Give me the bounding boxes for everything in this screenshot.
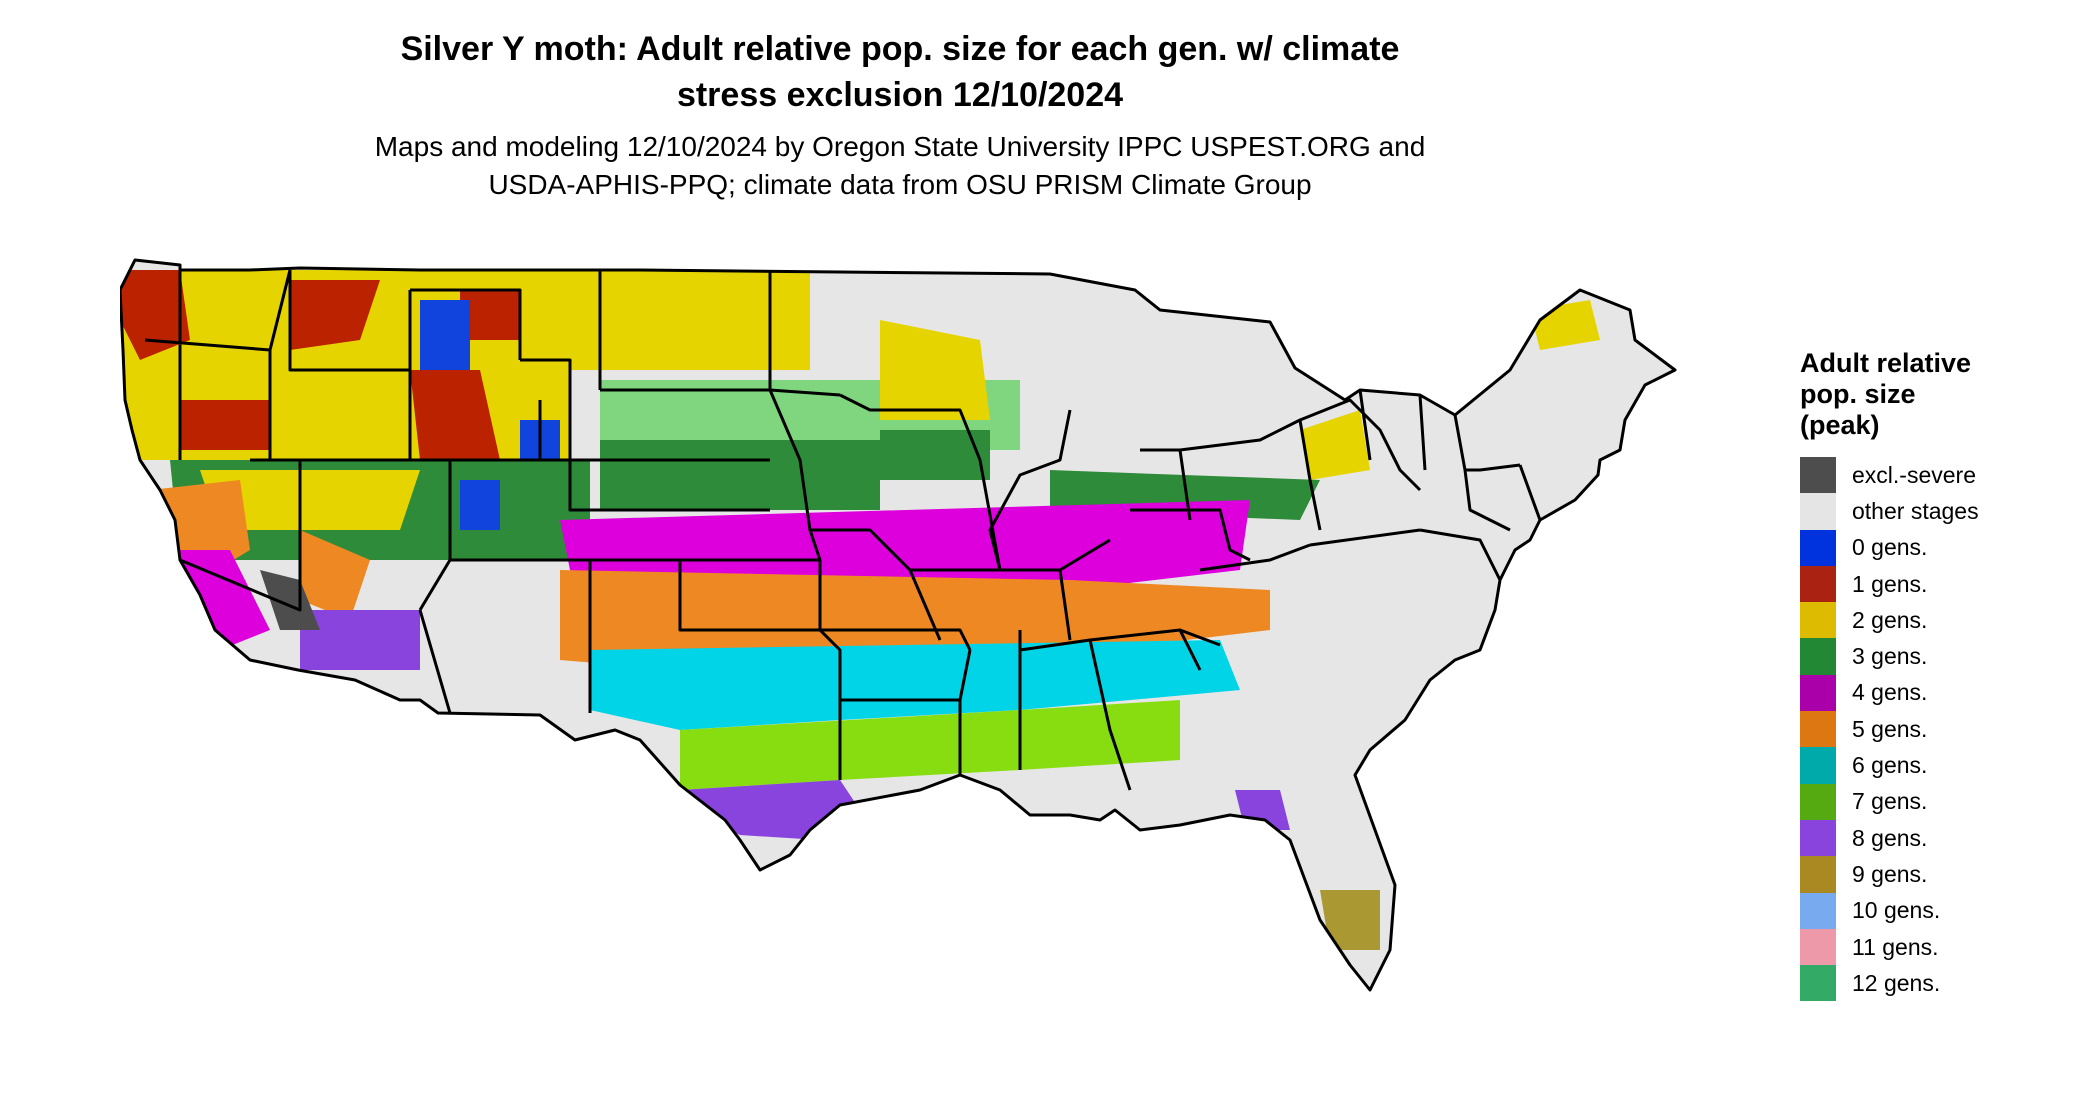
map-region-red bbox=[410, 370, 500, 460]
legend-label: excl.-severe bbox=[1852, 461, 1976, 488]
legend-label: other stages bbox=[1852, 497, 1979, 524]
map-region-green bbox=[600, 440, 880, 510]
map-region-red bbox=[180, 400, 270, 450]
legend-label: 8 gens. bbox=[1852, 824, 1928, 851]
legend-item: 3 gens. bbox=[1800, 638, 2090, 675]
legend-label: 9 gens. bbox=[1852, 860, 1928, 887]
legend-swatch bbox=[1800, 747, 1836, 784]
legend-label: 0 gens. bbox=[1852, 534, 1928, 561]
legend-title-line-2: pop. size bbox=[1800, 379, 1916, 409]
us-map bbox=[120, 230, 1780, 1120]
legend-label: 3 gens. bbox=[1852, 643, 1928, 670]
map-subtitle: Maps and modeling 12/10/2024 by Oregon S… bbox=[0, 128, 1800, 204]
legend-label: 5 gens. bbox=[1852, 715, 1928, 742]
legend-item: 0 gens. bbox=[1800, 529, 2090, 566]
map-region-blue bbox=[460, 480, 500, 530]
legend-swatch bbox=[1800, 674, 1836, 712]
map-region-lime bbox=[680, 700, 1180, 790]
legend-item: 4 gens. bbox=[1800, 674, 2090, 712]
legend-item: 11 gens. bbox=[1800, 928, 2090, 966]
map-region-red bbox=[460, 290, 520, 340]
legend-swatch bbox=[1800, 457, 1836, 494]
title-line-1: Silver Y moth: Adult relative pop. size … bbox=[400, 30, 1400, 68]
legend-title-line-3: (peak) bbox=[1800, 410, 1880, 440]
map-region-yellow bbox=[1300, 410, 1370, 480]
legend-swatch bbox=[1800, 856, 1836, 893]
legend-items: excl.-severe other stages 0 gens. 1 gens. 2 … bbox=[1800, 457, 2090, 1002]
legend-item: excl.-severe bbox=[1800, 457, 2090, 494]
subtitle-line-2: USDA-APHIS-PPQ; climate data from OSU PR… bbox=[488, 169, 1312, 200]
us-map-svg bbox=[120, 258, 1677, 992]
legend-swatch bbox=[1800, 493, 1836, 530]
title-line-2: stress exclusion 12/10/2024 bbox=[676, 76, 1124, 114]
legend-swatch bbox=[1800, 565, 1836, 603]
legend: Adult relative pop. size (peak) excl.-se… bbox=[1800, 348, 2090, 1002]
legend-swatch bbox=[1800, 711, 1836, 748]
map-region-blue bbox=[420, 300, 470, 370]
legend-swatch bbox=[1800, 965, 1836, 1002]
map-region-yellow bbox=[560, 270, 810, 370]
map-region-red bbox=[120, 270, 190, 360]
legend-swatch bbox=[1800, 819, 1836, 857]
legend-item: other stages bbox=[1800, 493, 2090, 530]
map-region-darkgray bbox=[260, 570, 320, 630]
map-title: Silver Y moth: Adult relative pop. size … bbox=[0, 26, 1800, 118]
legend-item: 6 gens. bbox=[1800, 747, 2090, 784]
legend-label: 7 gens. bbox=[1852, 788, 1928, 815]
map-region-green bbox=[880, 430, 990, 480]
legend-item: 10 gens. bbox=[1800, 892, 2090, 929]
legend-item: 7 gens. bbox=[1800, 783, 2090, 820]
legend-item: 12 gens. bbox=[1800, 965, 2090, 1002]
legend-swatch bbox=[1800, 529, 1836, 566]
legend-item: 2 gens. bbox=[1800, 602, 2090, 639]
legend-title: Adult relative pop. size (peak) bbox=[1800, 348, 2090, 441]
legend-swatch bbox=[1800, 783, 1836, 820]
map-region-cyan bbox=[590, 640, 1240, 730]
map-region-yellow bbox=[880, 320, 990, 420]
legend-label: 11 gens. bbox=[1852, 933, 1939, 960]
subtitle-line-1: Maps and modeling 12/10/2024 by Oregon S… bbox=[374, 131, 1426, 162]
state-borders bbox=[144, 269, 1542, 791]
legend-label: 12 gens. bbox=[1852, 969, 1941, 996]
legend-title-line-1: Adult relative bbox=[1800, 348, 1972, 378]
legend-item: 5 gens. bbox=[1800, 711, 2090, 748]
legend-label: 10 gens. bbox=[1852, 897, 1941, 924]
legend-label: 6 gens. bbox=[1852, 752, 1928, 779]
map-region-olive bbox=[720, 870, 770, 920]
map-region-purple bbox=[300, 610, 420, 670]
map-region-orange bbox=[300, 530, 370, 620]
legend-swatch bbox=[1800, 602, 1836, 639]
legend-swatch bbox=[1800, 928, 1836, 966]
legend-swatch bbox=[1800, 638, 1836, 675]
legend-item: 8 gens. bbox=[1800, 819, 2090, 857]
legend-item: 1 gens. bbox=[1800, 565, 2090, 603]
legend-label: 1 gens. bbox=[1852, 570, 1928, 597]
legend-label: 2 gens. bbox=[1852, 606, 1928, 633]
map-region-olive bbox=[1320, 890, 1380, 950]
map-region-yellow bbox=[200, 470, 420, 530]
legend-label: 4 gens. bbox=[1852, 679, 1928, 706]
map-region-red bbox=[290, 280, 380, 350]
legend-swatch bbox=[1800, 892, 1836, 929]
legend-item: 9 gens. bbox=[1800, 856, 2090, 893]
